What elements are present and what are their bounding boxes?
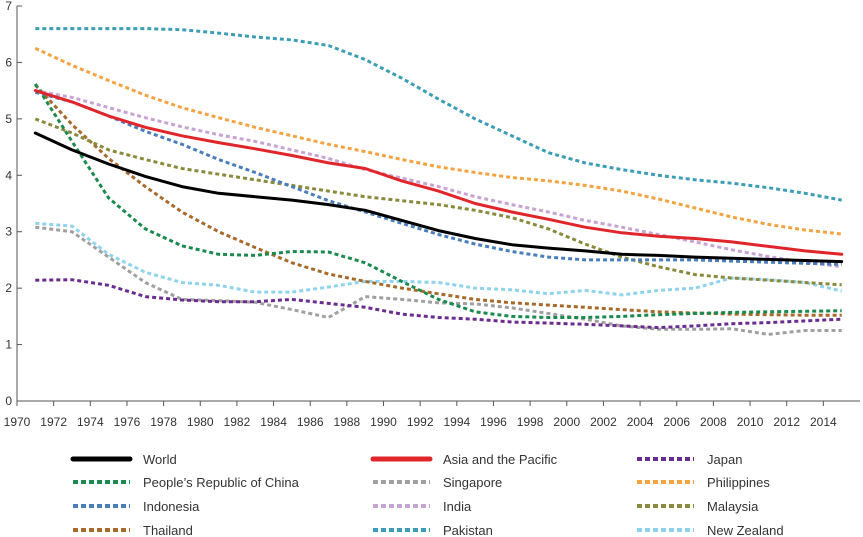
series-line-people-s-republic-of-china: [34, 83, 842, 319]
x-tick-label: 1998: [517, 415, 544, 429]
x-tick-label: 1976: [114, 415, 141, 429]
series-line-philippines: [34, 46, 842, 236]
legend-label: Philippines: [707, 475, 770, 490]
x-tick-label: 2000: [553, 415, 580, 429]
legend-item-asia-and-the-pacific: Asia and the Pacific: [370, 452, 558, 467]
legend-label: Thailand: [143, 523, 193, 537]
y-tick-label: 2: [5, 281, 12, 295]
y-tick-label: 1: [5, 338, 12, 352]
x-tick-label: 1984: [260, 415, 287, 429]
y-tick-label: 5: [5, 112, 12, 126]
x-tick-label: 2002: [590, 415, 617, 429]
legend: World Asia and the Pacific Japan People’s R…: [70, 452, 784, 537]
series-line-asia-and-the-pacific: [33, 89, 844, 256]
series-line-pakistan: [35, 27, 842, 202]
legend-label: Indonesia: [143, 499, 200, 514]
series-line-new-zealand: [35, 221, 843, 297]
legend-item-world: World: [70, 452, 177, 467]
x-tick-label: 1982: [224, 415, 251, 429]
x-tick-label: 1980: [187, 415, 214, 429]
legend-item-pakistan: Pakistan: [373, 523, 493, 537]
legend-label: Singapore: [443, 475, 502, 490]
legend-item-thailand: Thailand: [73, 523, 193, 537]
legend-label: New Zealand: [707, 523, 784, 537]
legend-item-india: India: [373, 499, 472, 514]
legend-item-indonesia: Indonesia: [73, 499, 200, 514]
x-tick-label: 1978: [150, 415, 177, 429]
x-axis: 1970 1972 1974 1976 1978 1980 1982 1984 1986 1988…: [4, 400, 860, 429]
legend-item-new-zealand: New Zealand: [637, 523, 784, 537]
x-tick-label: 1974: [77, 415, 104, 429]
legend-item-people-s-republic-of-china: People’s Republic of China: [73, 475, 300, 490]
x-tick-label: 2012: [773, 415, 800, 429]
legend-label: World: [143, 452, 177, 467]
legend-label: Malaysia: [707, 499, 759, 514]
series-line-singapore: [35, 225, 842, 336]
legend-label: Japan: [707, 452, 742, 467]
x-tick-label: 1986: [297, 415, 324, 429]
x-tick-label: 1990: [370, 415, 397, 429]
legend-item-philippines: Philippines: [637, 475, 770, 490]
legend-item-malaysia: Malaysia: [637, 499, 759, 514]
legend-item-singapore: Singapore: [373, 475, 502, 490]
legend-label: People’s Republic of China: [143, 475, 300, 490]
legend-label: India: [443, 499, 472, 514]
x-tick-label: 1992: [407, 415, 434, 429]
series-line-japan: [35, 278, 842, 330]
series-line-world: [33, 131, 844, 264]
legend-item-japan: Japan: [637, 452, 742, 467]
x-tick-label: 1970: [4, 415, 31, 429]
y-tick-label: 7: [5, 0, 12, 13]
series-lines: [33, 27, 844, 336]
x-tick-label: 1972: [40, 415, 67, 429]
x-tick-label: 1994: [443, 415, 470, 429]
x-tick-label: 1988: [334, 415, 361, 429]
series-line-thailand: [34, 83, 842, 317]
x-tick-label: 2008: [700, 415, 727, 429]
x-tick-label: 2004: [627, 415, 654, 429]
y-tick-label: 6: [5, 55, 12, 69]
legend-label: Pakistan: [443, 523, 493, 537]
y-tick-label: 4: [5, 168, 12, 182]
series-line-india: [35, 89, 842, 269]
y-tick-label: 3: [5, 225, 12, 239]
series-line-indonesia: [34, 90, 842, 266]
legend-label: Asia and the Pacific: [443, 452, 558, 467]
x-tick-label: 2010: [737, 415, 764, 429]
series-line-malaysia: [34, 117, 842, 287]
y-tick-label: 0: [5, 394, 12, 408]
y-axis: 0 1 2 3 4 5 6 7: [5, 0, 22, 408]
x-tick-label: 2014: [810, 415, 837, 429]
x-tick-label: 2006: [663, 415, 690, 429]
x-tick-label: 1996: [480, 415, 507, 429]
